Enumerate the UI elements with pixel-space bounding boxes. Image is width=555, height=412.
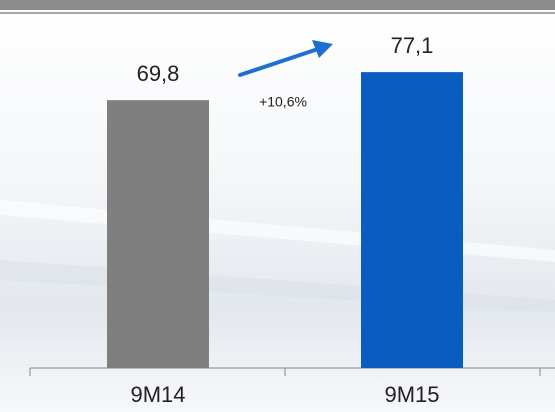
header-band [0,0,555,10]
growth-arrow-head [312,40,333,58]
x-tick-label: 9M14 [130,382,185,407]
value-label: 77,1 [391,33,434,58]
bar [361,72,463,368]
growth-annotation: +10,6% [259,94,307,110]
bar [107,100,209,368]
growth-arrow [238,47,320,77]
value-label: 69,8 [137,61,180,86]
x-tick-label: 9M15 [384,382,439,407]
